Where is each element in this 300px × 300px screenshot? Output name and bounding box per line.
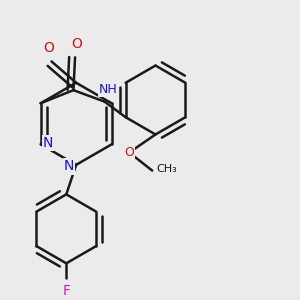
Text: CH₃: CH₃: [157, 164, 177, 174]
Text: O: O: [43, 41, 54, 55]
Text: N: N: [43, 136, 53, 150]
Text: NH: NH: [98, 83, 117, 96]
Text: O: O: [71, 37, 82, 51]
Text: N: N: [64, 160, 74, 173]
Text: O: O: [124, 146, 134, 159]
Text: F: F: [62, 284, 70, 298]
